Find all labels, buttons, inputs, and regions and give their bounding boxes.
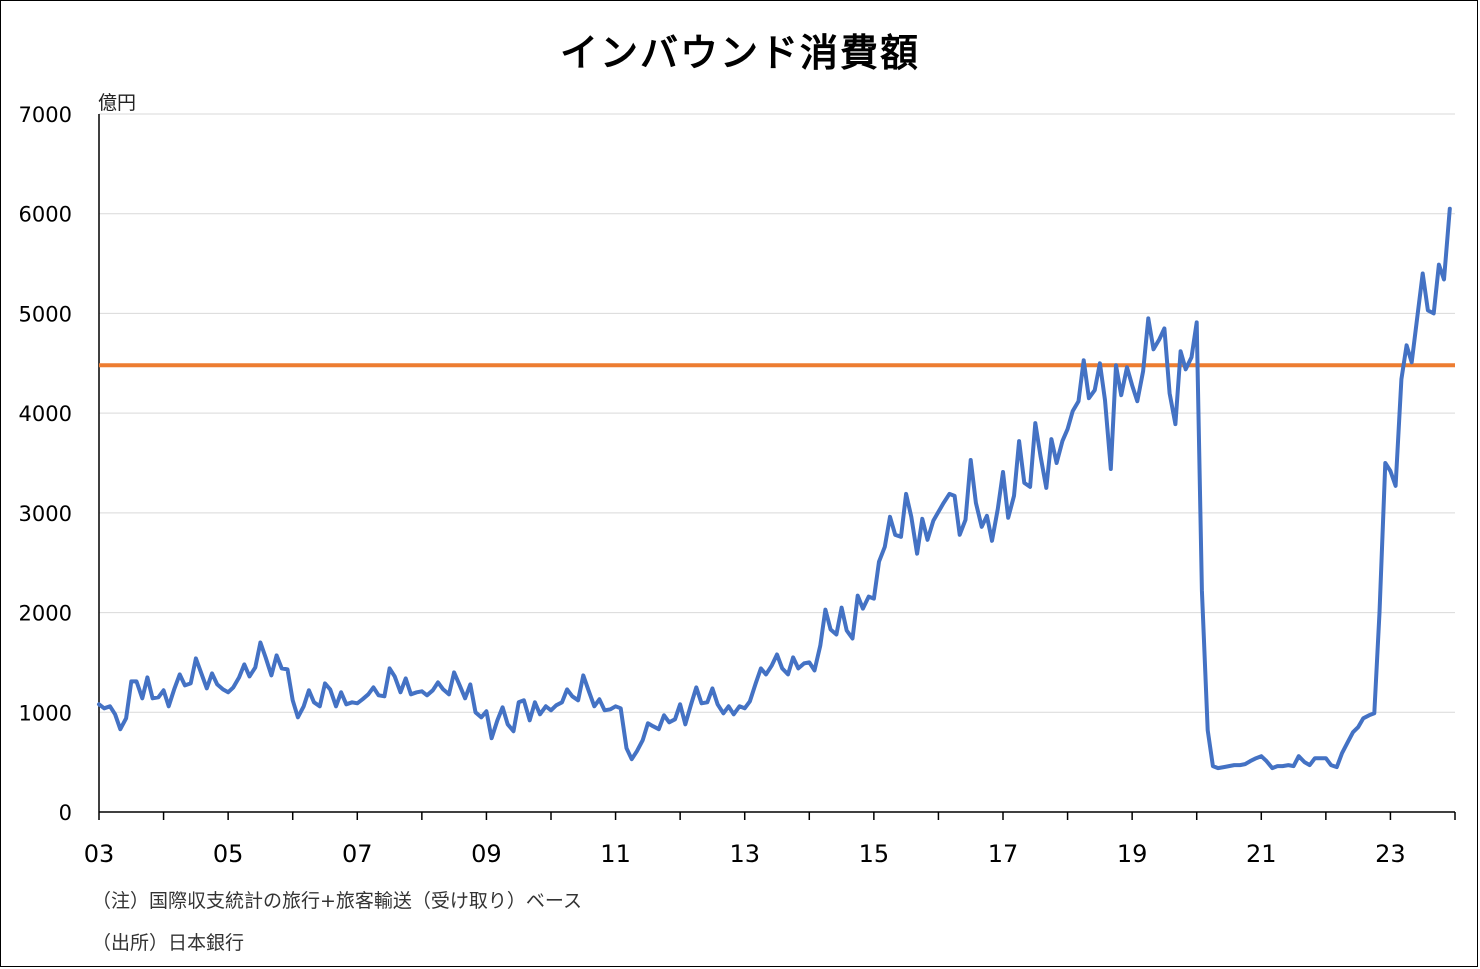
y-tick-5000: 5000: [19, 302, 72, 326]
y-tick-6000: 6000: [19, 203, 72, 227]
footnote-note: （注）国際収支統計の旅行+旅客輸送（受け取り）ベース: [92, 890, 582, 912]
y-tick-1000: 1000: [19, 701, 72, 725]
y-tick-3000: 3000: [19, 502, 72, 526]
y-tick-2000: 2000: [19, 602, 72, 626]
series-line-0: [97, 206, 1452, 771]
axes: [98, 114, 1456, 820]
y-tick-7000: 7000: [19, 103, 72, 127]
x-tick-21: 21: [1246, 840, 1277, 868]
x-tick-labels: 03 05 07 09 11 13 15 17 19 21 23: [84, 840, 1406, 868]
x-tick-15: 15: [859, 840, 890, 868]
x-tick-03: 03: [84, 840, 115, 868]
x-tick-11: 11: [600, 840, 631, 868]
x-tick-17: 17: [988, 840, 1019, 868]
footnote-source: （出所）日本銀行: [92, 932, 245, 954]
x-tick-05: 05: [213, 840, 244, 868]
y-tick-0: 0: [59, 801, 72, 825]
chart-title: インバウンド消費額: [559, 31, 920, 75]
grid-lines: [99, 113, 1455, 713]
x-tick-23: 23: [1375, 840, 1406, 868]
y-axis-unit-label: 億円: [98, 92, 137, 114]
x-tick-07: 07: [342, 840, 373, 868]
y-tick-labels: 0 1000 2000 3000 4000 5000 6000 7000: [19, 103, 72, 825]
x-tick-19: 19: [1117, 840, 1148, 868]
x-tick-13: 13: [729, 840, 760, 868]
y-tick-4000: 4000: [19, 402, 72, 426]
series-group: [97, 206, 1452, 771]
x-tick-09: 09: [471, 840, 502, 868]
